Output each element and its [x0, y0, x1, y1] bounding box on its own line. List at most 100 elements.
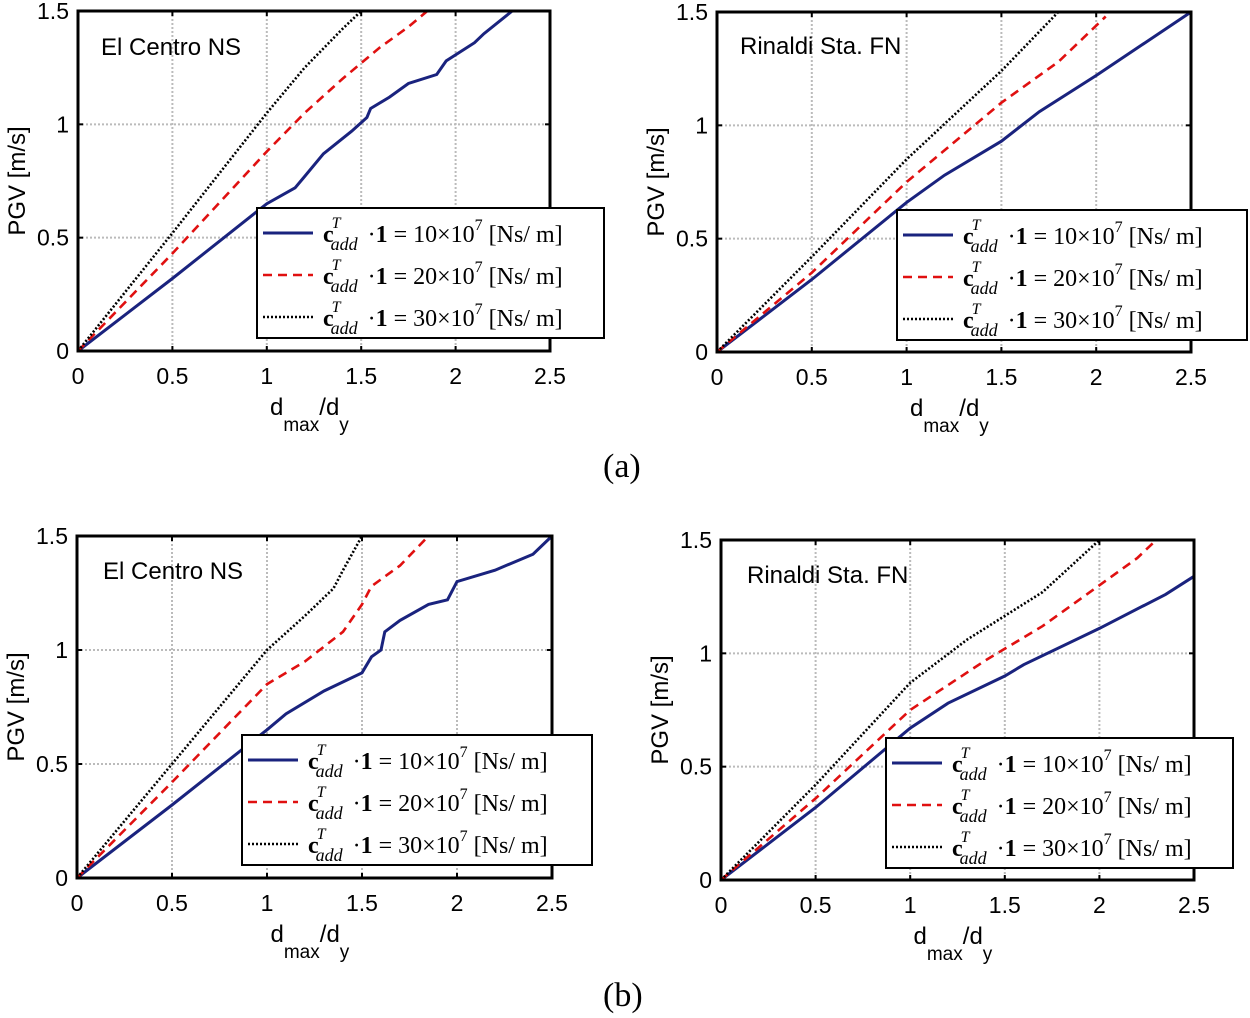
y-tick-label: 1.5	[36, 523, 68, 549]
y-tick-label: 0.5	[36, 751, 68, 777]
legend-label-part: [Ns/ m]	[483, 306, 563, 332]
legend-label-part: ·	[1002, 308, 1016, 334]
y-axis-label: PGV [m/s]	[4, 126, 31, 235]
legend-label-part: 1	[361, 833, 373, 859]
legend-label-part: add	[960, 806, 988, 826]
chart-panel: 0 0.5 1 1.5 2 2.5 0 0.5 1 1.5 El Centro NS PGV [m/s…	[3, 523, 568, 963]
x-tick-label: 1.5	[989, 892, 1021, 918]
legend-label-30: cT add ·1 = 30×107 [Ns/ m]	[963, 301, 1203, 340]
legend-label-part: 7	[1104, 831, 1112, 848]
legend-label-part: ·	[991, 794, 1005, 820]
y-axis-label: PGV [m/s]	[643, 127, 670, 236]
legend-label-part: add	[316, 761, 344, 781]
legend-label-part: c	[952, 752, 963, 778]
legend-label-part: 1	[361, 749, 373, 775]
x-axis-label-part: d	[271, 921, 284, 948]
x-axis-label-part: /	[959, 395, 966, 422]
x-axis-label-part: d	[914, 923, 927, 950]
x-tick-label: 0.5	[796, 364, 828, 390]
legend-label-10: cT add ·1 = 10×107 [Ns/ m]	[963, 217, 1203, 256]
legend-label-part: 1	[1005, 752, 1017, 778]
legend-label-part: = 20×10	[1028, 266, 1115, 292]
plot-title: Rinaldi Sta. FN	[747, 562, 908, 589]
series-line-10	[716, 10, 1192, 354]
x-tick-label: 2	[451, 890, 464, 916]
legend-label-part: 1	[1005, 794, 1017, 820]
legend-label-part: add	[971, 320, 999, 340]
legend-label-part: c	[963, 266, 974, 292]
legend-label-30: cT add ·1 = 30×107 [Ns/ m]	[323, 299, 563, 338]
y-tick-label: 1	[56, 111, 69, 137]
plot-frame	[75, 534, 554, 880]
legend-label-part: [Ns/ m]	[1123, 266, 1203, 292]
legend-label-part: T	[972, 301, 982, 318]
x-tick-label: 0.5	[800, 892, 832, 918]
x-tick-label: 1	[904, 892, 917, 918]
series-line-10	[720, 575, 1195, 882]
legend-label-part: [Ns/ m]	[1112, 794, 1192, 820]
legend-label-10: cT add ·1 = 10×107 [Ns/ m]	[323, 215, 563, 254]
legend-label-part: add	[331, 234, 359, 254]
series-line-10	[77, 9, 514, 353]
legend-label-part: 7	[475, 301, 483, 318]
legend-label-part: 7	[1104, 747, 1112, 764]
legend-label-part: = 30×10	[373, 833, 460, 859]
y-axis-label: PGV [m/s]	[647, 655, 674, 764]
y-tick-label: 1	[695, 112, 708, 138]
series-line-30	[716, 11, 1060, 353]
x-axis-label-part: d	[326, 394, 339, 421]
legend-label-part: T	[961, 745, 971, 762]
legend-label-part: 1	[1016, 224, 1028, 250]
legend-label-part: = 20×10	[1017, 794, 1104, 820]
legend-label-part: = 10×10	[388, 222, 475, 248]
legend-label-part: c	[308, 791, 319, 817]
legend-label-part: = 10×10	[373, 749, 460, 775]
legend-label-part: 7	[475, 217, 483, 234]
x-axis-label-part: y	[340, 942, 350, 963]
y-tick-label: 1.5	[680, 527, 712, 553]
legend-label-part: 7	[460, 786, 468, 803]
x-tick-label: 1.5	[346, 890, 378, 916]
legend-label-part: = 30×10	[1017, 836, 1104, 862]
legend-label-part: add	[960, 764, 988, 784]
y-tick-label: 1	[55, 637, 68, 663]
legend-label-30: cT add ·1 = 30×107 [Ns/ m]	[308, 826, 548, 865]
legend-label-part: T	[317, 742, 327, 759]
legend-label-part: add	[316, 803, 344, 823]
legend-label-part: T	[972, 259, 982, 276]
y-tick-label: 0.5	[676, 226, 708, 252]
x-axis-label-part: max	[284, 942, 320, 963]
x-tick-label: 1.5	[345, 363, 377, 389]
legend-label-part: add	[960, 848, 988, 868]
legend-label-part: 1	[376, 222, 388, 248]
y-tick-label: 0	[699, 867, 712, 893]
legend: cT add ·1 = 10×107 [Ns/ m]cT add ·1 = 20×1…	[241, 734, 593, 866]
legend: cT add ·1 = 10×107 [Ns/ m]cT add ·1 = 20×1…	[256, 207, 605, 339]
x-tick-label: 2	[1093, 892, 1106, 918]
x-tick-label: 0	[72, 363, 85, 389]
caption-a: (a)	[603, 448, 641, 485]
legend-label-20: cT add ·1 = 20×107 [Ns/ m]	[952, 787, 1192, 826]
x-tick-label: 1	[260, 363, 273, 389]
legend-label-part: T	[332, 257, 342, 274]
legend-label-part: = 10×10	[1028, 224, 1115, 250]
plot-frame	[715, 10, 1193, 354]
x-axis-label: dmax/dy	[270, 394, 349, 436]
plot-frame	[76, 9, 552, 353]
x-tick-label: 0	[715, 892, 728, 918]
legend-label-10: cT add ·1 = 10×107 [Ns/ m]	[952, 745, 1192, 784]
chart-panel: 0 0.5 1 1.5 2 2.5 0 0.5 1 1.5 El Centro NS PGV [m/s…	[4, 0, 566, 436]
legend-label-part: c	[308, 749, 319, 775]
legend-label-part: ·	[347, 833, 361, 859]
legend-label-part: 1	[1016, 266, 1028, 292]
x-axis-label-part: d	[966, 395, 979, 422]
legend-label-part: = 30×10	[1028, 308, 1115, 334]
plot-title: Rinaldi Sta. FN	[740, 33, 901, 60]
legend-label-10: cT add ·1 = 10×107 [Ns/ m]	[308, 742, 548, 781]
series-line-20	[77, 10, 429, 352]
series-line-30	[76, 535, 364, 879]
plot-title: El Centro NS	[101, 34, 241, 61]
chart-panel: 0 0.5 1 1.5 2 2.5 0 0.5 1 1.5 Rinaldi Sta. FN PGV […	[647, 527, 1210, 965]
x-axis-label-part: y	[339, 415, 349, 436]
legend-label-part: ·	[362, 264, 376, 290]
